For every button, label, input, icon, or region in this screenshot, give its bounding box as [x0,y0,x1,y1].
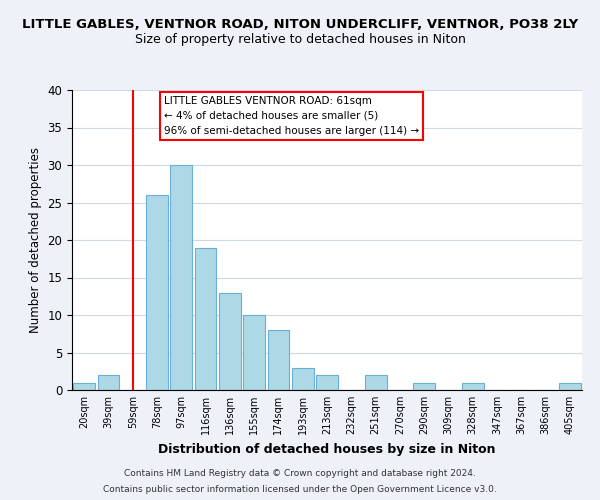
Bar [170,165,192,390]
X-axis label: Distribution of detached houses by size in Niton: Distribution of detached houses by size … [158,442,496,456]
Bar [413,382,435,390]
Bar [316,375,338,390]
Bar [462,382,484,390]
Text: LITTLE GABLES VENTNOR ROAD: 61sqm
← 4% of detached houses are smaller (5)
96% of: LITTLE GABLES VENTNOR ROAD: 61sqm ← 4% o… [164,96,419,136]
Text: Contains HM Land Registry data © Crown copyright and database right 2024.: Contains HM Land Registry data © Crown c… [124,468,476,477]
Text: LITTLE GABLES, VENTNOR ROAD, NITON UNDERCLIFF, VENTNOR, PO38 2LY: LITTLE GABLES, VENTNOR ROAD, NITON UNDER… [22,18,578,30]
Bar [243,315,265,390]
Text: Size of property relative to detached houses in Niton: Size of property relative to detached ho… [134,32,466,46]
Bar [292,368,314,390]
Bar [73,382,95,390]
Bar [365,375,386,390]
Bar [268,330,289,390]
Bar [97,375,119,390]
Text: Contains public sector information licensed under the Open Government Licence v3: Contains public sector information licen… [103,485,497,494]
Bar [194,248,217,390]
Bar [146,195,168,390]
Y-axis label: Number of detached properties: Number of detached properties [29,147,42,333]
Bar [559,382,581,390]
Bar [219,292,241,390]
